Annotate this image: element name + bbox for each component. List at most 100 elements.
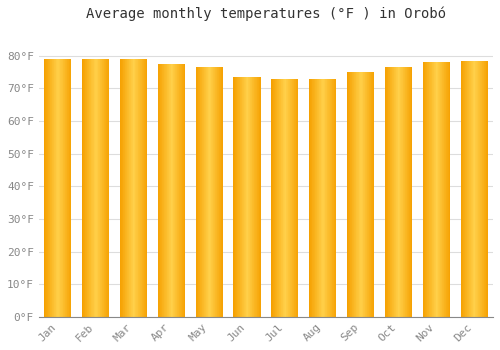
Bar	[462, 61, 463, 317]
Bar	[329, 78, 330, 317]
Bar	[371, 72, 372, 317]
Bar	[394, 67, 395, 317]
Bar	[162, 64, 163, 317]
Bar	[404, 67, 405, 317]
Bar	[245, 77, 246, 317]
Bar	[322, 78, 324, 317]
Bar	[208, 67, 209, 317]
Bar	[487, 61, 488, 317]
Bar	[211, 67, 212, 317]
Bar	[441, 62, 442, 317]
Bar	[200, 67, 201, 317]
Bar	[176, 64, 178, 317]
Bar	[143, 59, 144, 317]
Bar	[180, 64, 181, 317]
Bar	[485, 61, 486, 317]
Bar	[47, 59, 48, 317]
Bar	[163, 64, 164, 317]
Bar	[101, 59, 102, 317]
Bar	[198, 67, 199, 317]
Bar	[466, 61, 468, 317]
Bar	[431, 62, 432, 317]
Bar	[386, 67, 387, 317]
Bar	[352, 72, 353, 317]
Bar	[93, 59, 94, 317]
Bar	[311, 78, 312, 317]
Bar	[254, 77, 255, 317]
Bar	[61, 59, 62, 317]
Bar	[108, 59, 109, 317]
Bar	[335, 78, 336, 317]
Bar	[353, 72, 354, 317]
Bar	[96, 59, 97, 317]
Bar	[206, 67, 207, 317]
Bar	[314, 78, 315, 317]
Bar	[92, 59, 93, 317]
Bar	[164, 64, 165, 317]
Bar	[249, 77, 250, 317]
Bar	[159, 64, 160, 317]
Bar	[368, 72, 370, 317]
Bar	[332, 78, 333, 317]
Bar	[347, 72, 348, 317]
Bar	[242, 77, 243, 317]
Bar	[70, 59, 72, 317]
Bar	[246, 77, 247, 317]
Bar	[296, 78, 297, 317]
Bar	[137, 59, 138, 317]
Bar	[449, 62, 450, 317]
Bar	[60, 59, 61, 317]
Bar	[168, 64, 170, 317]
Bar	[445, 62, 446, 317]
Bar	[355, 72, 356, 317]
Bar	[255, 77, 256, 317]
Bar	[292, 78, 293, 317]
Bar	[97, 59, 98, 317]
Bar	[486, 61, 487, 317]
Bar	[54, 59, 55, 317]
Bar	[124, 59, 126, 317]
Bar	[397, 67, 398, 317]
Bar	[146, 59, 147, 317]
Bar	[182, 64, 183, 317]
Bar	[318, 78, 320, 317]
Bar	[359, 72, 360, 317]
Bar	[63, 59, 64, 317]
Bar	[286, 78, 287, 317]
Bar	[401, 67, 402, 317]
Bar	[290, 78, 291, 317]
Bar	[135, 59, 136, 317]
Bar	[446, 62, 447, 317]
Bar	[172, 64, 174, 317]
Bar	[214, 67, 216, 317]
Bar	[360, 72, 361, 317]
Bar	[294, 78, 295, 317]
Bar	[327, 78, 328, 317]
Bar	[49, 59, 50, 317]
Bar	[460, 61, 461, 317]
Bar	[184, 64, 185, 317]
Bar	[139, 59, 140, 317]
Bar	[256, 77, 257, 317]
Bar	[183, 64, 184, 317]
Bar	[55, 59, 56, 317]
Bar	[59, 59, 60, 317]
Bar	[426, 62, 428, 317]
Bar	[309, 78, 310, 317]
Bar	[102, 59, 103, 317]
Bar	[64, 59, 65, 317]
Bar	[435, 62, 436, 317]
Bar	[234, 77, 236, 317]
Bar	[388, 67, 389, 317]
Title: Average monthly temperatures (°F ) in Orobó: Average monthly temperatures (°F ) in Or…	[86, 7, 446, 21]
Bar	[358, 72, 359, 317]
Bar	[105, 59, 106, 317]
Bar	[144, 59, 145, 317]
Bar	[391, 67, 392, 317]
Bar	[239, 77, 240, 317]
Bar	[56, 59, 57, 317]
Bar	[216, 67, 218, 317]
Bar	[291, 78, 292, 317]
Bar	[276, 78, 278, 317]
Bar	[482, 61, 483, 317]
